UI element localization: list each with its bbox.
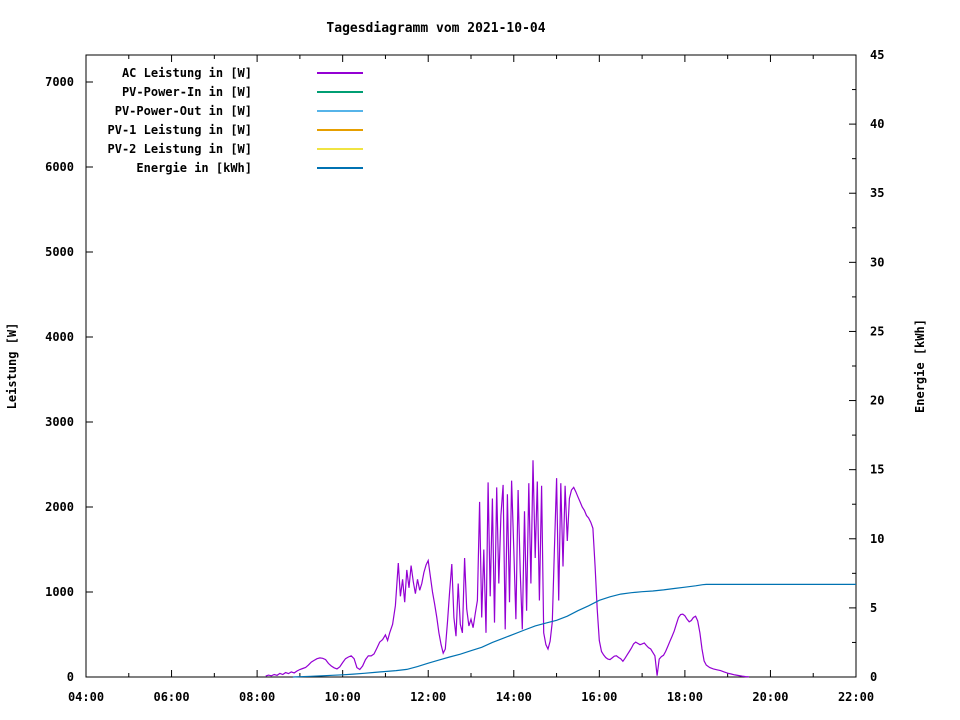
y-right-tick-label: 35 — [870, 186, 884, 200]
legend-label: PV-Power-In in [W] — [122, 85, 252, 99]
x-tick-label: 18:00 — [667, 690, 703, 704]
legend-label: PV-Power-Out in [W] — [115, 104, 252, 118]
x-tick-label: 10:00 — [325, 690, 361, 704]
y-right-tick-label: 0 — [870, 670, 877, 684]
y-right-tick-label: 30 — [870, 255, 884, 269]
legend-label: PV-2 Leistung in [W] — [108, 142, 253, 156]
plot-axes: 04:00 06:00 08:00 10:00 12:00 14:00 16:00 18:00… — [45, 48, 884, 704]
y-left-tick-label: 2000 — [45, 500, 74, 514]
legend: AC Leistung in [W] PV-Power-In in [W] PV-P… — [108, 66, 363, 175]
y-right-tick-label: 25 — [870, 324, 884, 338]
y-right-tick-label: 40 — [870, 117, 884, 131]
legend-label: Energie in [kWh] — [136, 161, 252, 175]
chart-title: Tagesdiagramm vom 2021-10-04 — [326, 21, 545, 36]
y-right-tick-label: 10 — [870, 532, 884, 546]
series-line-energie-in-kwh- — [292, 583, 856, 678]
series-line-ac-leistung-in-w- — [265, 460, 750, 678]
y-left-tick-label: 6000 — [45, 160, 74, 174]
y-right-tick-label: 15 — [870, 463, 884, 477]
y-left-tick-label: 3000 — [45, 415, 74, 429]
y-left-tick-label: 1000 — [45, 585, 74, 599]
y-right-tick-label: 20 — [870, 394, 884, 408]
y-left-tick-label: 4000 — [45, 330, 74, 344]
plot-series — [265, 460, 856, 678]
y-left-axis-label: Leistung [W] — [5, 323, 19, 410]
y-right-tick-label: 5 — [870, 601, 877, 615]
x-tick-label: 14:00 — [496, 690, 532, 704]
y-left-tick-label: 5000 — [45, 245, 74, 259]
x-tick-label: 12:00 — [410, 690, 446, 704]
y-left-tick-label: 7000 — [45, 75, 74, 89]
legend-label: PV-1 Leistung in [W] — [108, 123, 253, 137]
x-tick-label: 08:00 — [239, 690, 275, 704]
y-right-tick-label: 45 — [870, 48, 884, 62]
x-tick-label: 20:00 — [752, 690, 788, 704]
y-right-axis-label: Energie [kWh] — [913, 319, 927, 413]
y-left-tick-label: 0 — [67, 670, 74, 684]
x-tick-label: 22:00 — [838, 690, 874, 704]
x-tick-label: 06:00 — [153, 690, 189, 704]
x-tick-label: 16:00 — [581, 690, 617, 704]
legend-label: AC Leistung in [W] — [122, 66, 252, 80]
x-tick-label: 04:00 — [68, 690, 104, 704]
